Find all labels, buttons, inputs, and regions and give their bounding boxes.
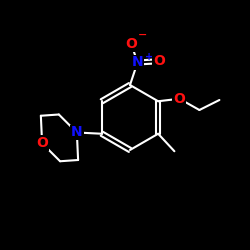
Text: N: N [132,56,143,70]
Text: O: O [125,37,137,51]
Text: +: + [145,52,153,62]
Text: O: O [153,54,165,68]
Text: N: N [71,126,83,140]
Text: O: O [36,136,48,150]
Text: −: − [138,30,147,40]
Text: O: O [174,92,185,106]
